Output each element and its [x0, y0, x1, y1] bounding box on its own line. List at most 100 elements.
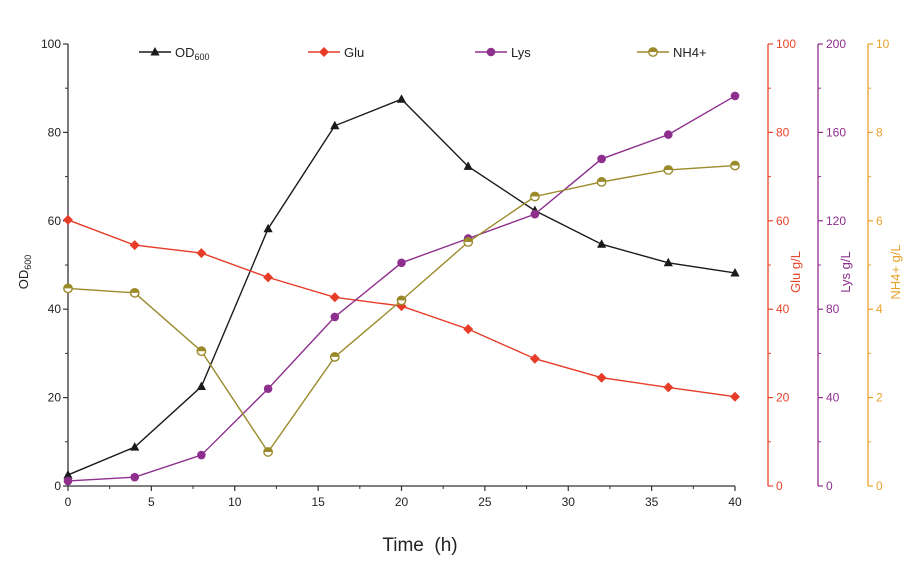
- data-point-od: [663, 257, 673, 267]
- legend-swatch-marker-fill: [648, 47, 658, 52]
- data-point-od: [396, 94, 407, 103]
- glu-tick-label: 20: [776, 391, 790, 405]
- x-axis-title: Time (h): [382, 535, 457, 556]
- legend-label: Glu: [344, 45, 364, 60]
- legend-swatch-marker: [486, 47, 496, 57]
- od-tick-label: 100: [41, 37, 61, 51]
- data-point-nh4-fill: [664, 165, 673, 170]
- data-point-glu: [529, 353, 540, 364]
- data-point-nh4: [63, 283, 73, 294]
- data-point-lys: [730, 91, 740, 101]
- data-point-nh4-fill: [597, 177, 606, 182]
- glu-axis-title: Glu g/L: [788, 251, 803, 293]
- x-tick-label: 5: [148, 495, 155, 509]
- data-point-nh4: [396, 295, 407, 306]
- nh4-tick-label: 10: [876, 37, 890, 51]
- axes-layer: 0 5 10 15 20 25 30 35 40020406080100OD6000204060…: [16, 37, 903, 509]
- data-point-glu: [663, 382, 674, 393]
- data-point-nh4-fill: [730, 161, 740, 166]
- data-point-glu: [129, 240, 140, 251]
- lys-tick-label: 80: [826, 302, 840, 316]
- nh4-tick-label: 8: [876, 125, 883, 139]
- legend-item-od: OD600: [139, 45, 210, 62]
- glu-tick-label: 40: [776, 302, 790, 316]
- od-tick-label: 60: [48, 214, 62, 228]
- od-tick-label: 80: [48, 125, 62, 139]
- series-lys: [63, 91, 740, 486]
- data-point-nh4: [129, 287, 140, 298]
- x-tick-label: 25: [478, 495, 492, 509]
- legend: OD600 Glu Lys NH4+: [139, 45, 707, 62]
- lys-tick-label: 200: [826, 37, 846, 51]
- data-point-lys: [130, 472, 139, 482]
- x-tick-label: 10: [228, 495, 242, 509]
- data-point-nh4: [596, 177, 607, 187]
- data-point-od: [330, 120, 340, 130]
- lys-tick-label: 40: [826, 391, 840, 405]
- series-od: [63, 94, 740, 479]
- data-point-lys: [63, 476, 73, 486]
- data-point-od: [730, 267, 740, 277]
- data-point-od: [263, 223, 273, 233]
- data-point-nh4: [196, 346, 207, 357]
- data-point-od: [597, 239, 607, 248]
- data-point-lys: [397, 258, 406, 268]
- legend-label: NH4+: [673, 45, 707, 60]
- legend-swatch-marker: [319, 47, 329, 57]
- legend-item-lys: Lys: [475, 45, 531, 60]
- nh4-tick-label: 2: [876, 391, 883, 405]
- data-point-nh4-fill: [263, 447, 273, 452]
- data-point-glu: [196, 248, 207, 259]
- data-point-lys: [597, 154, 606, 164]
- nh4-axis-title: NH4+ g/L: [888, 244, 903, 299]
- data-point-lys: [530, 209, 540, 219]
- nh4-tick-label: 4: [876, 302, 883, 316]
- od-tick-label: 40: [48, 302, 62, 316]
- data-point-lys: [197, 450, 206, 460]
- data-point-nh4: [263, 447, 273, 457]
- x-tick-label: 20: [395, 495, 409, 509]
- data-point-lys: [263, 384, 273, 394]
- data-point-nh4: [663, 165, 674, 175]
- series-glu: [63, 214, 740, 402]
- data-point-od: [196, 381, 206, 391]
- legend-label: OD600: [175, 45, 210, 62]
- glu-tick-label: 0: [776, 479, 783, 493]
- data-point-nh4: [730, 160, 740, 171]
- glu-tick-label: 100: [776, 37, 796, 51]
- data-point-nh4-fill: [197, 346, 206, 352]
- x-tick-label: 0: [65, 495, 72, 509]
- series-nh4: [63, 160, 740, 457]
- data-point-nh4: [463, 237, 474, 247]
- data-point-glu: [63, 214, 73, 225]
- lys-tick-label: 120: [826, 214, 846, 228]
- data-point-glu: [463, 324, 474, 335]
- data-point-od: [130, 442, 140, 451]
- lys-tick-label: 0: [826, 479, 833, 493]
- data-point-nh4-fill: [530, 192, 540, 197]
- legend-item-nh4: NH4+: [637, 45, 707, 60]
- x-tick-label: 35: [645, 495, 659, 509]
- legend-swatch-marker: [150, 47, 160, 56]
- x-tick-label: 30: [562, 495, 576, 509]
- data-point-nh4: [530, 191, 540, 202]
- data-point-nh4-fill: [63, 284, 73, 289]
- legend-swatch-marker: [648, 47, 658, 57]
- data-point-od: [463, 161, 473, 170]
- data-point-nh4-fill: [330, 352, 339, 357]
- legend-label: Lys: [511, 45, 531, 60]
- data-point-nh4-fill: [397, 296, 406, 301]
- data-point-nh4: [329, 352, 340, 362]
- data-point-glu: [730, 391, 740, 402]
- series-line-lys: [67, 95, 736, 482]
- glu-tick-label: 60: [776, 214, 790, 228]
- nh4-tick-label: 0: [876, 479, 883, 493]
- data-point-nh4-fill: [464, 237, 473, 243]
- od-tick-label: 0: [54, 479, 61, 493]
- lys-tick-label: 160: [826, 125, 846, 139]
- data-point-glu: [596, 372, 607, 383]
- data-point-glu: [329, 292, 340, 303]
- nh4-tick-label: 6: [876, 214, 883, 228]
